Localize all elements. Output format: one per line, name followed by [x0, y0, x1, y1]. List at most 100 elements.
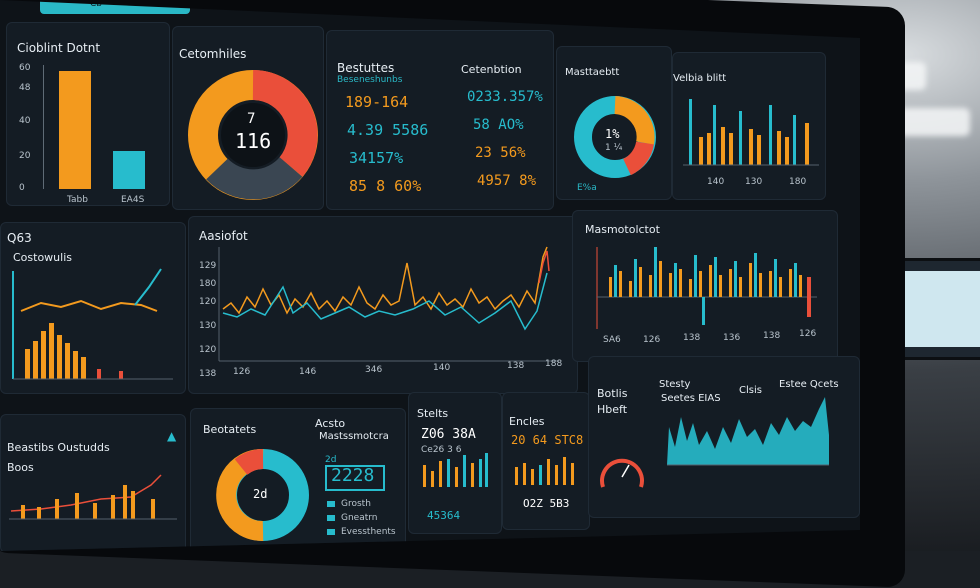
tick-label: 138: [507, 361, 525, 371]
donut-chart: [188, 70, 318, 200]
legend-label: Gneatrn: [341, 513, 378, 523]
legend-label: E%a: [577, 183, 597, 193]
tick-label: 138: [683, 333, 701, 343]
stat-value: 45364: [427, 509, 461, 522]
stat-value: 189-164: [345, 93, 409, 111]
panel-title: Encles: [509, 415, 545, 428]
panel-title: Acsto: [315, 417, 346, 430]
panel-subtitle: Mastssmotcra: [319, 431, 389, 442]
legend-label: Grosth: [341, 499, 371, 509]
donut-label: 7: [247, 111, 256, 127]
tick-label: 138: [763, 331, 781, 341]
panel-donut-legend[interactable]: Beotatets Acsto Mastssmotcra 2d 2d 2228 …: [190, 408, 406, 551]
panel-stats[interactable]: Bestuttes Beseneshunbs 189-164 4.39 5586…: [326, 30, 554, 210]
panel-mini-bars[interactable]: Velbia blitt 140 130 180: [672, 52, 826, 200]
panel-title: Velbia blitt: [673, 73, 727, 84]
panel-title: Cioblint Dotnt: [17, 41, 101, 55]
stat-value: 0233.357%: [467, 89, 543, 105]
stat-value: 34157%: [349, 149, 404, 167]
donut-value: 1%: [605, 127, 620, 141]
tick-label: 60: [19, 63, 31, 73]
tick-label: 146: [299, 367, 317, 377]
tick-label: 120: [199, 345, 217, 355]
stat-value: O2Z 5B3: [523, 497, 570, 510]
panel-gauge-area[interactable]: Botlis Hbeft Stesty Seetes EIAS Clsis Es…: [588, 356, 860, 518]
tick-label: 120: [199, 297, 217, 307]
panel-small-donut[interactable]: Masttaebtt 1% 1 ¼ E%a: [556, 46, 672, 200]
line-chart: [218, 246, 559, 362]
panel-title: Cetomhiles: [179, 47, 247, 61]
donut-value: 116: [235, 129, 272, 153]
stat-value: 4957 8%: [477, 173, 537, 189]
donut-chart: [216, 449, 309, 541]
bar-chart: [596, 247, 817, 329]
tick-label: 188: [545, 359, 563, 369]
panel-bottom-bars[interactable]: Beastibs Oustudds Boos ▲: [0, 414, 186, 551]
tick-label: 129: [199, 261, 217, 271]
bar-chart: [515, 457, 574, 485]
bar: [59, 71, 91, 189]
panel-title: Q63: [7, 231, 32, 245]
panel-bar-chart[interactable]: Cioblint Dotnt 60 48 40 20 0 Tabb EA4S: [6, 22, 170, 206]
panel-stelts[interactable]: Stelts Z06 38A Ce26 3 6 45364: [408, 392, 502, 534]
gauge-area-chart: [600, 397, 829, 488]
stat-value: 85 8 60%: [349, 177, 422, 195]
panel-bar-series[interactable]: Masmotolctot SA6 126 138 1: [572, 210, 838, 362]
panel-title: Masmotolctot: [585, 223, 660, 236]
tick-label: 48: [19, 83, 31, 93]
legend-label: Evessthents: [341, 527, 396, 537]
panel-title: Aasiofot: [199, 229, 248, 243]
legend-label: 2d: [325, 455, 337, 465]
tick-label: 140: [707, 177, 725, 187]
panel-subtitle: Hbeft: [597, 403, 628, 416]
bar-label: Tabb: [67, 195, 88, 205]
combo-chart: [12, 268, 173, 380]
tick-label: 0: [19, 183, 25, 193]
panel-title: Beastibs Oustudds: [7, 441, 110, 454]
bar: [113, 151, 145, 189]
tick-label: 136: [723, 333, 741, 343]
big-value: 2228: [331, 465, 375, 486]
tick-label: 346: [365, 365, 383, 375]
tick-label: 40: [19, 116, 31, 126]
panel-encles[interactable]: Encles 20 64 STC8 O2Z 5B3: [502, 392, 590, 530]
panel-title: Estee Qcets: [779, 379, 839, 390]
panel-line-chart[interactable]: Aasiofot 129 180 120 130 120 138 126 146…: [188, 216, 578, 394]
tick-label: 20: [19, 151, 31, 161]
bar-chart: [423, 453, 488, 487]
bar-label: EA4S: [121, 195, 145, 205]
stat-value: Z06 38A: [421, 427, 476, 442]
stat-value: 20 64 STC8: [511, 433, 584, 447]
panel-combo-chart[interactable]: Q63 Costowulis: [0, 222, 186, 394]
stat-value: 23 56%: [475, 145, 526, 161]
tick-label: 140: [433, 363, 451, 373]
tick-label: 126: [233, 367, 251, 377]
donut-label: 1 ¼: [605, 143, 623, 153]
donut-chart: [574, 96, 656, 178]
panel-title: Masttaebtt: [565, 67, 620, 78]
panel-subtitle: Boos: [7, 461, 34, 474]
tick-label: 138: [199, 369, 217, 379]
arrow-up-icon[interactable]: ▲: [167, 429, 177, 443]
panel-subtitle: Beseneshunbs: [337, 75, 403, 85]
panel-title: Stesty: [659, 379, 691, 390]
tick-label: 126: [799, 329, 817, 339]
stat-sub: Ce26 3 6: [421, 445, 462, 455]
tick-label: 180: [199, 279, 217, 289]
panel-donut[interactable]: Cetomhiles 7 116: [172, 26, 324, 210]
tick-label: 126: [643, 335, 661, 345]
tick-label: 180: [789, 177, 807, 187]
bar-chart: [683, 99, 819, 166]
panel-title: Bestuttes: [337, 61, 395, 75]
panel-title: Botlis: [597, 387, 628, 400]
panel-title: Beotatets: [203, 423, 257, 436]
tick-label: SA6: [603, 335, 621, 345]
panel-subtitle: Seetes EIAS: [661, 393, 721, 404]
stat-value: 4.39 5586: [347, 121, 429, 139]
tick-label: 130: [199, 321, 217, 331]
panel-title: Cetenbtion: [461, 63, 522, 76]
background-monitor: [890, 258, 980, 360]
tick-label: 130: [745, 177, 763, 187]
panel-subtitle: Costowulis: [13, 251, 72, 264]
panel-title: Clsis: [739, 385, 762, 396]
